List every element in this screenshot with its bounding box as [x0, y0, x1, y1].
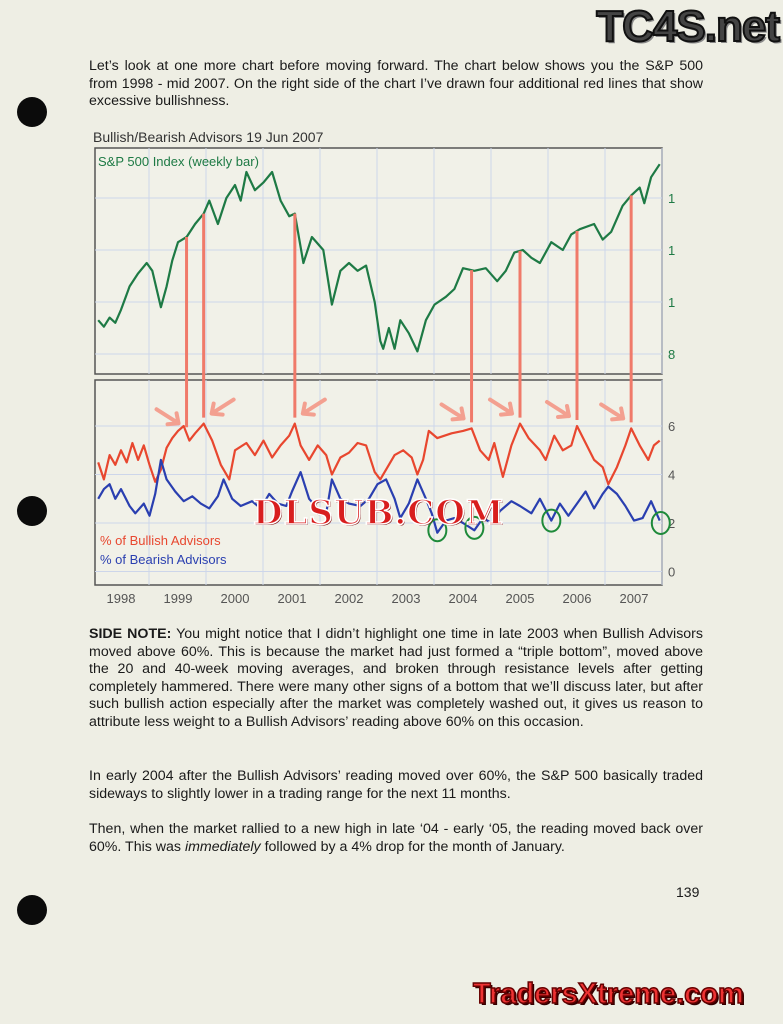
punch-hole: [17, 97, 47, 127]
highlight-circle: [464, 515, 485, 540]
arrow-icon: [209, 397, 236, 417]
x-tick-label: 2005: [506, 591, 535, 606]
x-tick-label: 1998: [107, 591, 136, 606]
highlight-circle: [650, 511, 671, 535]
y-tick-label: 20: [668, 516, 675, 531]
paragraph-2: In early 2004 after the Bullish Advisors…: [89, 768, 703, 802]
side-note-text: You might notice that I didn’t highlight…: [89, 626, 703, 730]
highlight-circle: [541, 508, 562, 533]
x-tick-label: 2006: [563, 591, 592, 606]
panel-label-sp500: S&P 500 Index (weekly bar): [98, 154, 259, 169]
arrow-icon: [599, 402, 626, 422]
advisors-chart: Bullish/Bearish Advisors 19 Jun 2007 1400…: [93, 129, 675, 606]
arrow-icon: [488, 397, 514, 417]
x-tick-label: 2007: [620, 591, 649, 606]
series-line-bearish: [97, 458, 661, 534]
y-tick-label: 1000: [668, 295, 675, 310]
arrow-icon: [439, 402, 466, 422]
y-tick-label: 1400: [668, 191, 675, 206]
x-tick-label: 2004: [449, 591, 478, 606]
x-tick-label: 2003: [392, 591, 421, 606]
text: followed by a 4% drop for the month of J…: [260, 838, 565, 855]
highlight-circle: [427, 518, 448, 543]
y-tick-label: 0: [668, 565, 675, 580]
series-line-sp500: [97, 163, 661, 353]
emphasis: immediately: [184, 838, 261, 855]
x-tick-label: 2002: [335, 591, 364, 606]
paragraph-3: Then, when the market rallied to a new h…: [89, 821, 703, 856]
watermark-tradersxtreme: TradersXtreme.com: [472, 977, 744, 1011]
watermark-tc4s: TC4S.net: [595, 1, 781, 52]
arrow-icon: [300, 397, 327, 417]
punch-hole: [17, 496, 47, 526]
x-tick-label: 2000: [221, 591, 250, 606]
side-note-label: SIDE NOTE:: [89, 626, 172, 642]
x-tick-label: 2001: [278, 591, 307, 606]
y-tick-label: 60: [668, 419, 675, 434]
punch-hole: [17, 895, 47, 925]
panel-frame: [94, 147, 663, 375]
y-tick-label: 40: [668, 468, 675, 483]
y-tick-label: 800: [668, 347, 675, 362]
chart-title: Bullish/Bearish Advisors 19 Jun 2007: [93, 129, 324, 145]
series-line-bullish: [97, 422, 661, 486]
intro-paragraph: Let’s look at one more chart before movi…: [89, 58, 703, 109]
page-number: 139: [676, 884, 700, 900]
side-note-paragraph: SIDE NOTE: You might notice that I didn’…: [89, 626, 703, 731]
arrow-icon: [154, 407, 181, 427]
arrow-icon: [545, 400, 571, 419]
watermark-dlsub: DLSUB.COM: [252, 492, 505, 534]
text: Then, when the market rallied to a new h…: [89, 821, 703, 855]
legend-bullish: % of Bullish Advisors: [100, 533, 221, 548]
legend-bearish: % of Bearish Advisors: [100, 552, 227, 567]
x-tick-label: 1999: [164, 591, 193, 606]
